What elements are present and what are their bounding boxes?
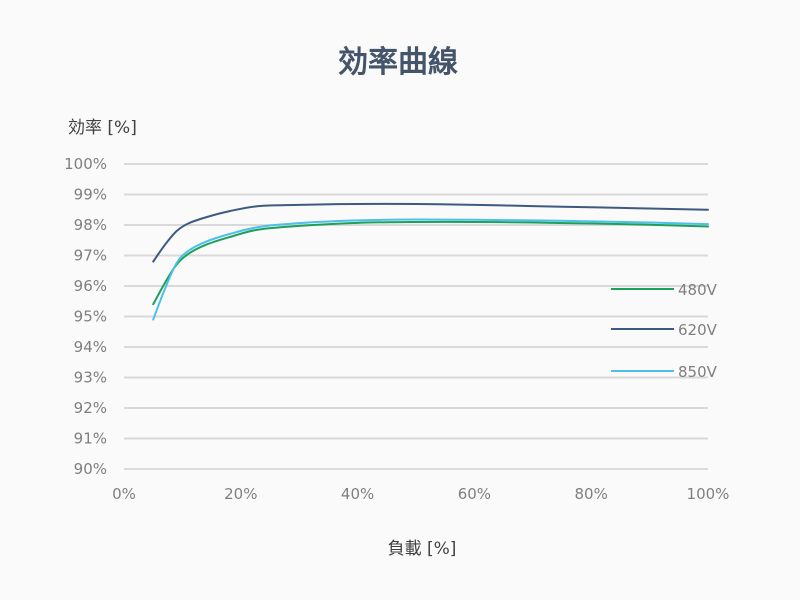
y-tick-label: 96% [74,277,107,295]
grid-lines [124,163,708,470]
y-tick-label: 99% [74,186,107,204]
y-tick-label: 91% [74,430,107,448]
y-tick-label: 98% [74,216,107,234]
series-line-620V [152,202,709,263]
series-line-850V [152,218,709,321]
y-tick-label: 95% [74,308,107,326]
y-tick-label: 97% [74,247,107,265]
y-tick-labels: 90% 91% 92% 93% 94% 95% 96% 97% 98% 99% 100% [64,155,107,478]
x-tick-label: 100% [687,485,730,503]
x-tick-label: 60% [458,485,491,503]
y-tick-label: 94% [74,338,107,356]
y-axis-label: 効率 [%] [68,118,137,138]
legend-label: 850V [678,363,718,381]
series-lines [152,202,709,321]
x-tick-label: 80% [575,485,608,503]
legend-label: 620V [678,321,718,339]
y-tick-label: 100% [64,155,107,173]
y-tick-label: 92% [74,399,107,417]
x-tick-label: 20% [224,485,257,503]
y-tick-label: 93% [74,369,107,387]
series-line-480V [152,220,709,306]
chart-title: 効率曲線 [338,45,458,80]
x-tick-labels: 0% 20% 40% 60% 80% 100% [112,485,729,503]
legend: 480V 620V 850V [611,281,718,381]
x-tick-label: 0% [112,485,136,503]
x-tick-label: 40% [341,485,374,503]
legend-label: 480V [678,281,718,299]
y-tick-label: 90% [74,460,107,478]
x-axis-label: 負載 [%] [388,539,457,559]
